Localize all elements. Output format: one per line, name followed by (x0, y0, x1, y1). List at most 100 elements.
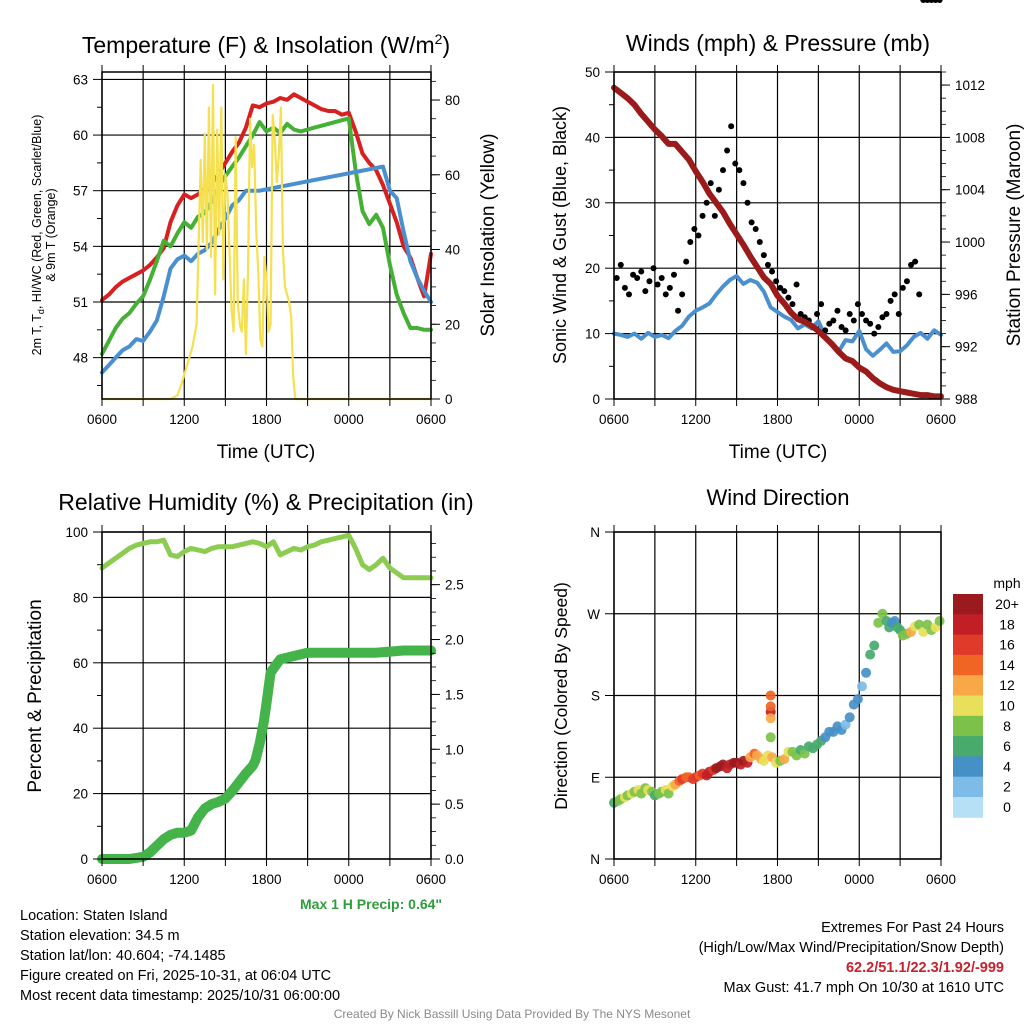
gust-point (650, 265, 657, 272)
gust-point (764, 261, 771, 268)
accumulated-precipitation-line (97, 645, 436, 864)
gust-point (720, 167, 726, 174)
temperature-title: Temperature (F) & Insolation (W/m2) (82, 31, 450, 58)
gust-point (936, 0, 943, 3)
colorbar-swatch (953, 776, 983, 798)
gust-point (773, 278, 780, 285)
direction-point (840, 719, 851, 730)
gust-point (748, 219, 755, 226)
y2-tick-label: 1012 (955, 78, 985, 93)
gust-point (691, 225, 698, 232)
gust-point (711, 212, 718, 219)
station-latlon: Station lat/lon: 40.604; -74.1485 (20, 948, 226, 964)
temperature-y-axis-label-line2: & 9m T (Orange) (44, 188, 58, 281)
colorbar-swatch (953, 715, 983, 737)
gust-point (899, 284, 906, 291)
gust-point (842, 327, 849, 334)
y2-tick-label: 0.5 (445, 797, 464, 812)
direction-point (765, 713, 776, 724)
colorbar-label: 0 (1003, 799, 1011, 815)
gust-point (634, 275, 641, 282)
gust-point (875, 324, 882, 331)
x-tick-label: 0600 (87, 412, 117, 427)
temperature-series (100, 83, 433, 401)
y2-tick-label: 2.5 (445, 578, 464, 593)
y-tick-label: 63 (73, 72, 88, 87)
direction-point (914, 619, 925, 630)
gust-point (666, 284, 673, 291)
direction-point (779, 754, 790, 765)
direction-point (869, 640, 880, 651)
y2-tick-label: 60 (445, 168, 460, 183)
direction-point (865, 649, 876, 660)
gust-point (744, 199, 751, 206)
gust-point (724, 147, 731, 154)
gust-point (838, 324, 845, 331)
y-tick-label: 40 (73, 721, 88, 736)
gust-point (728, 123, 735, 130)
y-tick-label: S (591, 689, 600, 704)
solar-insolation-line (100, 83, 433, 401)
gust-point (760, 252, 767, 259)
x-tick-label: 0000 (844, 412, 874, 427)
gust-point (662, 291, 669, 298)
direction-point (765, 732, 776, 743)
humidity-panel: Relative Humidity (%) & Precipitation (i… (25, 489, 474, 887)
colorbar-swatch (953, 614, 983, 636)
gust-point (777, 284, 784, 291)
x-tick-label: 1200 (169, 872, 199, 887)
colorbar-label: 16 (999, 637, 1015, 653)
y-tick-label: 60 (73, 128, 88, 143)
colorbar-swatch (953, 797, 983, 818)
winds-title: Winds (mph) & Pressure (mb) (626, 30, 930, 56)
humidity-axes: 0 20 40 60 80 100 0.0 0.5 1.0 1.5 2.0 2.5 0600 1200 18… (65, 525, 464, 887)
x-tick-label: 1200 (681, 412, 711, 427)
x-tick-label: 0600 (416, 412, 446, 427)
y-tick-label: 0 (80, 852, 88, 867)
direction-grid (613, 531, 942, 860)
winds-x-axis-label: Time (UTC) (729, 442, 828, 463)
gust-point (863, 317, 870, 324)
y-tick-label: 30 (585, 196, 600, 211)
winds-series (611, 0, 944, 400)
winds-panel: Winds (mph) & Pressure (mb) 0 10 20 30 40 50 9… (550, 0, 1024, 463)
x-tick-label: 0600 (926, 872, 956, 887)
gust-point (916, 291, 923, 298)
humidity-y-axis-label: Percent & Precipitation (25, 599, 46, 792)
gust-point (756, 239, 763, 246)
y-tick-label: 20 (585, 261, 600, 276)
gust-point (879, 314, 886, 321)
temperature-title-main: Temperature (F) & Insolation (W/m (82, 32, 435, 58)
direction-point (873, 617, 884, 628)
direction-point (663, 788, 674, 799)
gust-point (903, 278, 910, 285)
y-tick-label: 54 (73, 239, 89, 254)
y-tick-label: 57 (73, 184, 88, 199)
colorbar-title: mph (993, 575, 1020, 591)
gust-point (789, 301, 796, 308)
colorbar-label: 14 (999, 657, 1015, 673)
extremes-box: Extremes For Past 24 Hours (High/Low/Max… (699, 918, 1004, 998)
gust-point (797, 310, 804, 317)
station-info: Location: Staten Island Station elevatio… (20, 906, 340, 1006)
y2-tick-label: 20 (445, 317, 460, 332)
y-tick-label: 40 (585, 130, 600, 145)
colorbar-swatch (953, 634, 983, 656)
heat-index-wind-chill-line (100, 164, 433, 375)
gust-point (687, 239, 694, 246)
colorbar-label: 10 (999, 698, 1015, 714)
gust-point (642, 288, 649, 295)
direction-point (799, 748, 810, 759)
gust-point (715, 186, 722, 193)
2m-dew-point-line (100, 116, 433, 356)
y-tick-label: 50 (585, 65, 600, 80)
gust-point (793, 281, 800, 288)
gust-point (675, 307, 682, 314)
x-tick-label: 0000 (334, 412, 364, 427)
direction-point (918, 626, 929, 637)
y-tick-label: 80 (73, 590, 88, 605)
direction-point (765, 701, 776, 712)
colorbar-label: 12 (999, 677, 1015, 693)
temperature-panel: Temperature (F) & Insolation (W/m2) 48 51… (30, 31, 499, 463)
y2-tick-label: 1.5 (445, 687, 464, 702)
